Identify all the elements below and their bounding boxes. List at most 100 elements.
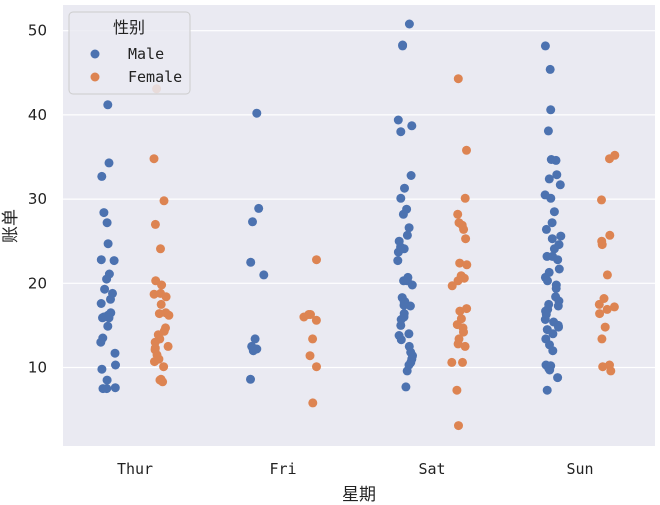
data-point-female [452,385,462,395]
legend: 性别 Male Female [68,11,191,95]
data-point-female [447,357,457,367]
data-point-male [109,256,119,266]
data-point-male [248,217,257,227]
data-point-male [246,374,255,384]
data-point-male [553,373,563,383]
data-point-male [393,115,403,125]
data-point-male [540,315,550,324]
data-point-male [546,105,556,115]
data-point-male [246,257,256,267]
data-point-female [163,341,173,351]
data-point-female [595,309,605,319]
data-point-male [102,218,112,228]
data-point-male [398,41,408,51]
data-point-female [597,334,607,344]
data-point-female [460,193,470,203]
data-point-male [549,244,559,254]
data-point-male [103,239,113,249]
x-tick-label: Thur [117,460,153,478]
data-point-female [154,309,164,319]
data-point-female [597,195,606,205]
data-point-female [600,322,610,332]
data-point-male [551,283,561,293]
data-point-male [252,108,262,118]
data-point-male [407,280,417,290]
data-point-female [308,398,318,408]
y-tick-labels: 10 20 30 40 50 [28,22,47,377]
data-point-male [406,171,416,180]
data-point-female [312,255,321,265]
data-point-female [157,280,167,290]
y-axis-label: 账单 [1,209,21,243]
data-point-male [97,364,107,374]
data-point-male [102,274,112,284]
data-point-male [104,313,114,323]
legend-marker-female [90,72,100,82]
y-tick-label: 20 [28,274,47,292]
data-point-female [299,312,309,322]
data-point-male [547,218,557,228]
data-point-male [102,375,112,385]
data-point-male [553,255,563,265]
data-point-male [545,365,555,375]
legend-box [68,11,191,95]
data-point-female [602,270,612,280]
data-point-male [405,301,415,311]
data-point-female [311,315,321,325]
data-point-male [404,329,414,339]
data-point-female [305,351,315,361]
y-tick-label: 10 [28,359,47,377]
data-point-female [156,299,166,309]
data-point-female [455,306,465,316]
data-point-female [609,302,619,312]
data-point-male [97,171,107,181]
data-point-male [103,100,113,110]
data-point-female [150,219,160,229]
data-point-female [159,196,169,206]
data-point-male [99,208,109,218]
y-tick-label: 50 [28,22,47,40]
data-point-male [545,64,555,74]
data-point-female [150,357,159,367]
data-point-male [402,230,412,240]
data-point-female [459,224,469,234]
data-point-male [546,193,556,203]
data-point-male [100,284,110,294]
data-point-male [110,383,120,393]
data-point-male [396,320,406,330]
data-point-male [543,276,552,286]
data-point-male [250,334,260,344]
data-point-male [548,346,558,356]
data-point-female [149,154,159,164]
x-axis-label: 星期 [342,485,376,505]
data-point-male [248,346,258,356]
data-point-female [453,339,463,349]
data-point-male [398,209,408,219]
legend-title: 性别 [113,18,145,37]
data-point-male [407,121,417,131]
legend-marker-male [90,49,100,59]
data-point-male [96,255,106,265]
data-point-male [549,207,559,217]
data-point-female [453,74,463,84]
data-point-male [102,384,112,394]
data-point-male [551,155,561,165]
data-point-female [159,362,169,372]
data-point-male [542,251,552,261]
data-point-male [404,223,414,233]
x-tick-labels: Thur Fri Sat Sun [117,460,594,478]
data-point-female [598,362,608,372]
data-point-male [254,203,264,213]
data-points [96,19,620,431]
data-point-male [106,294,115,304]
y-tick-label: 40 [28,106,47,124]
data-point-male [103,321,113,331]
data-point-male [541,224,551,234]
x-tick-label: Sat [418,460,445,478]
data-point-male [393,256,403,266]
data-point-male [396,127,406,137]
data-point-male [552,170,562,180]
data-point-female [455,258,465,268]
data-point-male [259,270,269,280]
